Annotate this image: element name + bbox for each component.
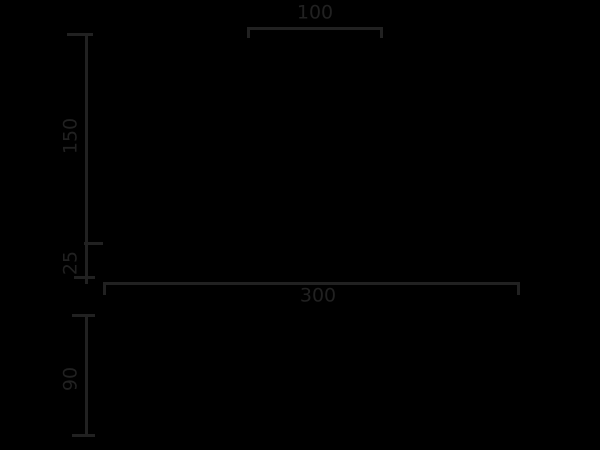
left-dimension-line — [85, 33, 88, 284]
left-dimension-label: 150 — [59, 117, 82, 155]
main-dimension-label: 300 — [299, 284, 337, 307]
corner-dimension-tick — [74, 276, 95, 279]
main-dimension-line — [103, 282, 520, 285]
main-dimension-tick-left — [103, 282, 106, 295]
top-dimension-line — [247, 27, 383, 30]
main-dimension-tick-right — [517, 282, 520, 295]
left-dimension-tick-mid — [84, 242, 103, 245]
bottom-dimension-line — [85, 315, 88, 437]
bottom-dimension-label: 90 — [59, 366, 82, 392]
left-dimension-cap-top — [67, 33, 93, 36]
corner-dimension-label: 25 — [59, 250, 82, 276]
bottom-dimension-cap-top — [72, 314, 95, 317]
top-dimension-tick-right — [380, 27, 383, 38]
top-dimension-label: 100 — [296, 1, 334, 24]
bottom-dimension-cap-bottom — [72, 434, 95, 437]
top-dimension-tick-left — [247, 27, 250, 38]
